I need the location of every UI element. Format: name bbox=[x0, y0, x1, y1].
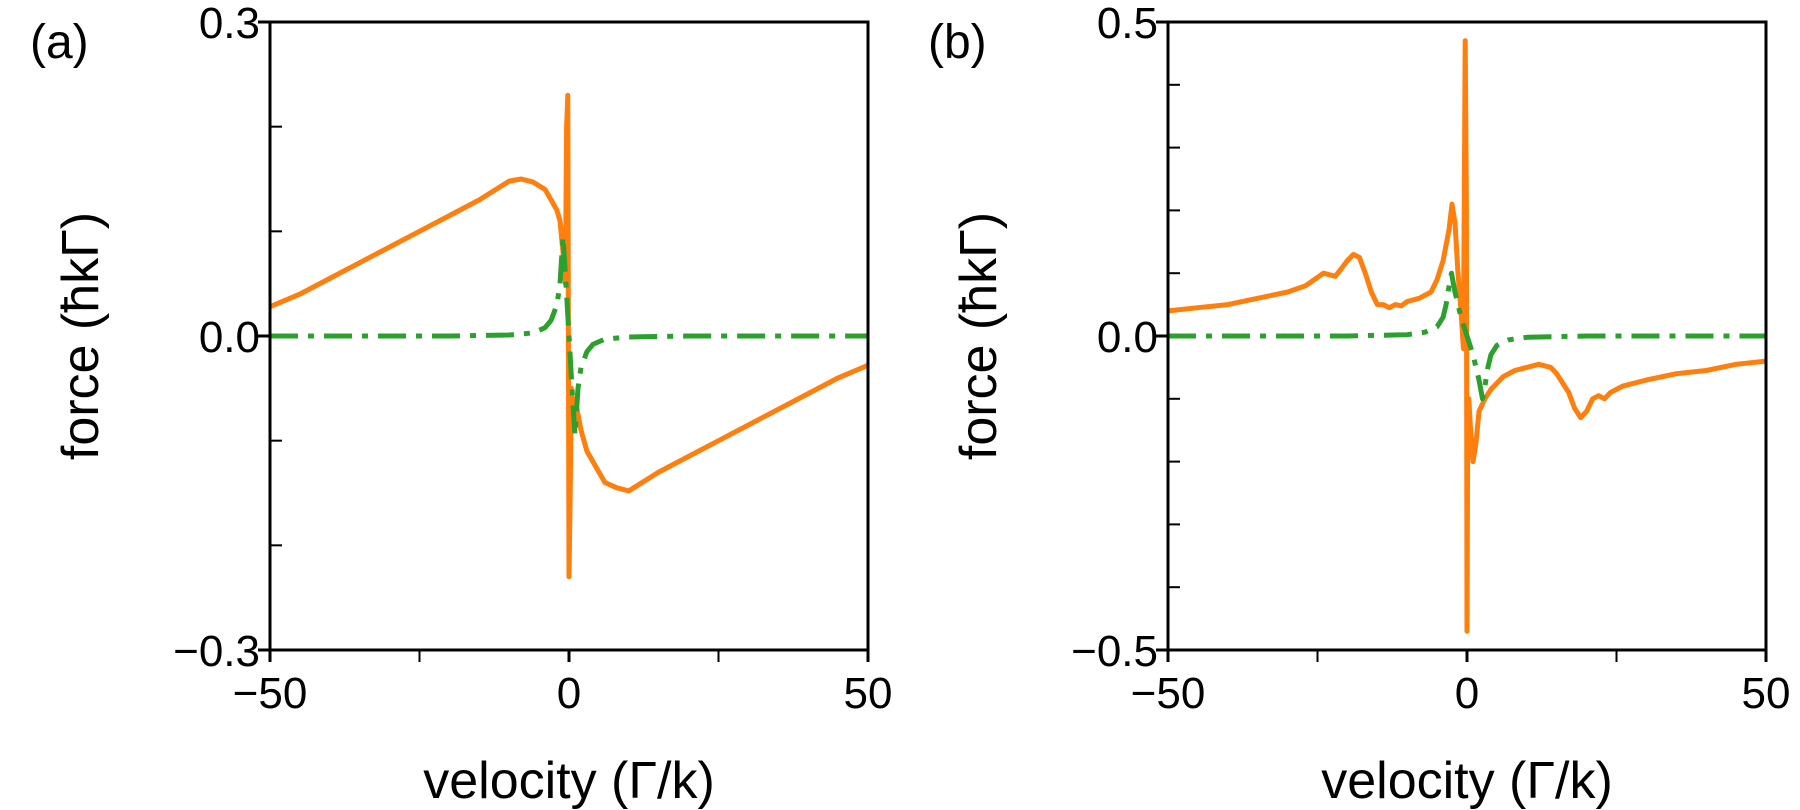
x-tick-label: 0 bbox=[557, 669, 581, 718]
y-axis-label: force (ħkΓ) bbox=[52, 212, 110, 460]
x-tick-label: 50 bbox=[1742, 669, 1791, 718]
x-tick-label: −50 bbox=[1131, 669, 1206, 718]
x-axis-label: velocity (Γ/k) bbox=[423, 752, 715, 810]
panel-label: (b) bbox=[928, 16, 987, 69]
x-tick-label: 0 bbox=[1455, 669, 1479, 718]
x-tick-label: −50 bbox=[233, 669, 308, 718]
panel-label: (a) bbox=[30, 16, 89, 69]
y-axis-label: force (ħkΓ) bbox=[950, 212, 1008, 460]
y-tick-label: 0.0 bbox=[1097, 313, 1158, 362]
series-line-green bbox=[270, 234, 868, 438]
x-tick-label: 50 bbox=[844, 669, 893, 718]
series-line-orange bbox=[270, 92, 868, 580]
y-tick-label: 0.0 bbox=[199, 313, 260, 362]
series-line-orange bbox=[1168, 38, 1766, 634]
series-line-green bbox=[1168, 270, 1766, 402]
y-tick-label: 0.5 bbox=[1097, 0, 1158, 48]
y-tick-label: 0.3 bbox=[199, 0, 260, 48]
panel-b: −50 0 50 −0.5 0.0 0.5 velocity (Γ/k) force (ħkΓ… bbox=[928, 0, 1790, 810]
panel-a: −50 0 50 −0.3 0.0 0.3 velocity (Γ/k) force (ħkΓ… bbox=[30, 0, 892, 810]
y-tick-label: −0.5 bbox=[1071, 627, 1158, 676]
x-axis-label: velocity (Γ/k) bbox=[1321, 752, 1613, 810]
y-tick-label: −0.3 bbox=[173, 627, 260, 676]
